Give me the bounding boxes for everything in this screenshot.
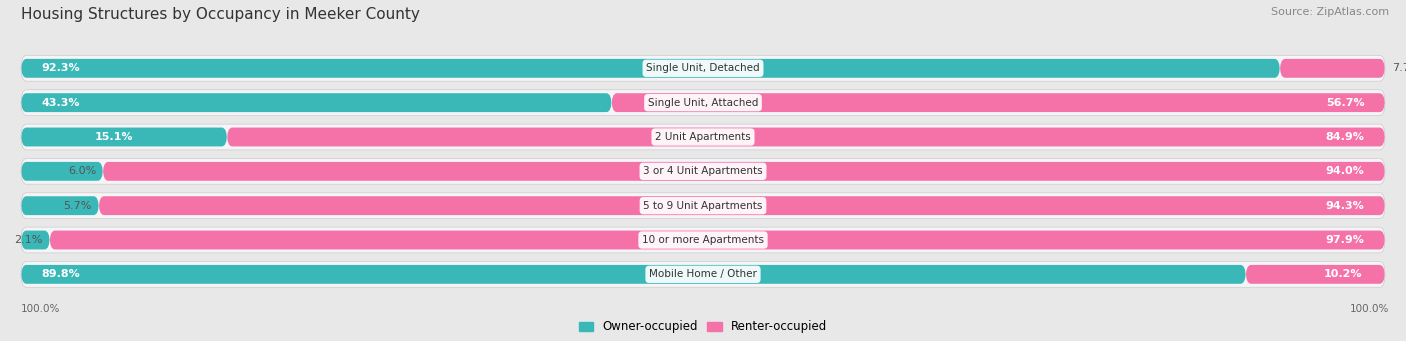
- FancyBboxPatch shape: [21, 59, 1279, 78]
- FancyBboxPatch shape: [103, 162, 1385, 181]
- Text: 3 or 4 Unit Apartments: 3 or 4 Unit Apartments: [643, 166, 763, 176]
- FancyBboxPatch shape: [1279, 59, 1385, 78]
- Text: 84.9%: 84.9%: [1326, 132, 1364, 142]
- FancyBboxPatch shape: [49, 231, 1385, 250]
- Text: 94.0%: 94.0%: [1326, 166, 1364, 176]
- Text: 92.3%: 92.3%: [42, 63, 80, 73]
- FancyBboxPatch shape: [21, 196, 98, 215]
- Text: Single Unit, Attached: Single Unit, Attached: [648, 98, 758, 108]
- FancyBboxPatch shape: [21, 262, 1385, 287]
- FancyBboxPatch shape: [98, 196, 1385, 215]
- Text: Mobile Home / Other: Mobile Home / Other: [650, 269, 756, 279]
- FancyBboxPatch shape: [1246, 265, 1385, 284]
- Text: 2 Unit Apartments: 2 Unit Apartments: [655, 132, 751, 142]
- FancyBboxPatch shape: [21, 162, 103, 181]
- Text: 100.0%: 100.0%: [1350, 304, 1389, 314]
- Text: 7.7%: 7.7%: [1392, 63, 1406, 73]
- Text: Housing Structures by Occupancy in Meeker County: Housing Structures by Occupancy in Meeke…: [21, 7, 420, 22]
- FancyBboxPatch shape: [21, 193, 1385, 219]
- FancyBboxPatch shape: [21, 56, 1385, 81]
- FancyBboxPatch shape: [21, 124, 1385, 150]
- FancyBboxPatch shape: [226, 128, 1385, 146]
- Text: 5.7%: 5.7%: [63, 201, 91, 211]
- Text: 10.2%: 10.2%: [1324, 269, 1362, 279]
- FancyBboxPatch shape: [21, 159, 1385, 184]
- FancyBboxPatch shape: [612, 93, 1385, 112]
- Text: 97.9%: 97.9%: [1326, 235, 1364, 245]
- Text: 56.7%: 56.7%: [1326, 98, 1364, 108]
- Text: 94.3%: 94.3%: [1326, 201, 1364, 211]
- Legend: Owner-occupied, Renter-occupied: Owner-occupied, Renter-occupied: [579, 321, 827, 333]
- FancyBboxPatch shape: [21, 93, 612, 112]
- Text: 6.0%: 6.0%: [67, 166, 96, 176]
- Text: Source: ZipAtlas.com: Source: ZipAtlas.com: [1271, 7, 1389, 17]
- Text: 15.1%: 15.1%: [94, 132, 134, 142]
- Text: 5 to 9 Unit Apartments: 5 to 9 Unit Apartments: [644, 201, 762, 211]
- Text: 43.3%: 43.3%: [42, 98, 80, 108]
- Text: 100.0%: 100.0%: [21, 304, 60, 314]
- Text: 2.1%: 2.1%: [14, 235, 44, 245]
- Text: 10 or more Apartments: 10 or more Apartments: [643, 235, 763, 245]
- Text: Single Unit, Detached: Single Unit, Detached: [647, 63, 759, 73]
- FancyBboxPatch shape: [21, 227, 1385, 253]
- FancyBboxPatch shape: [21, 265, 1246, 284]
- Text: 89.8%: 89.8%: [42, 269, 80, 279]
- FancyBboxPatch shape: [21, 128, 226, 146]
- FancyBboxPatch shape: [21, 231, 49, 250]
- FancyBboxPatch shape: [21, 90, 1385, 116]
